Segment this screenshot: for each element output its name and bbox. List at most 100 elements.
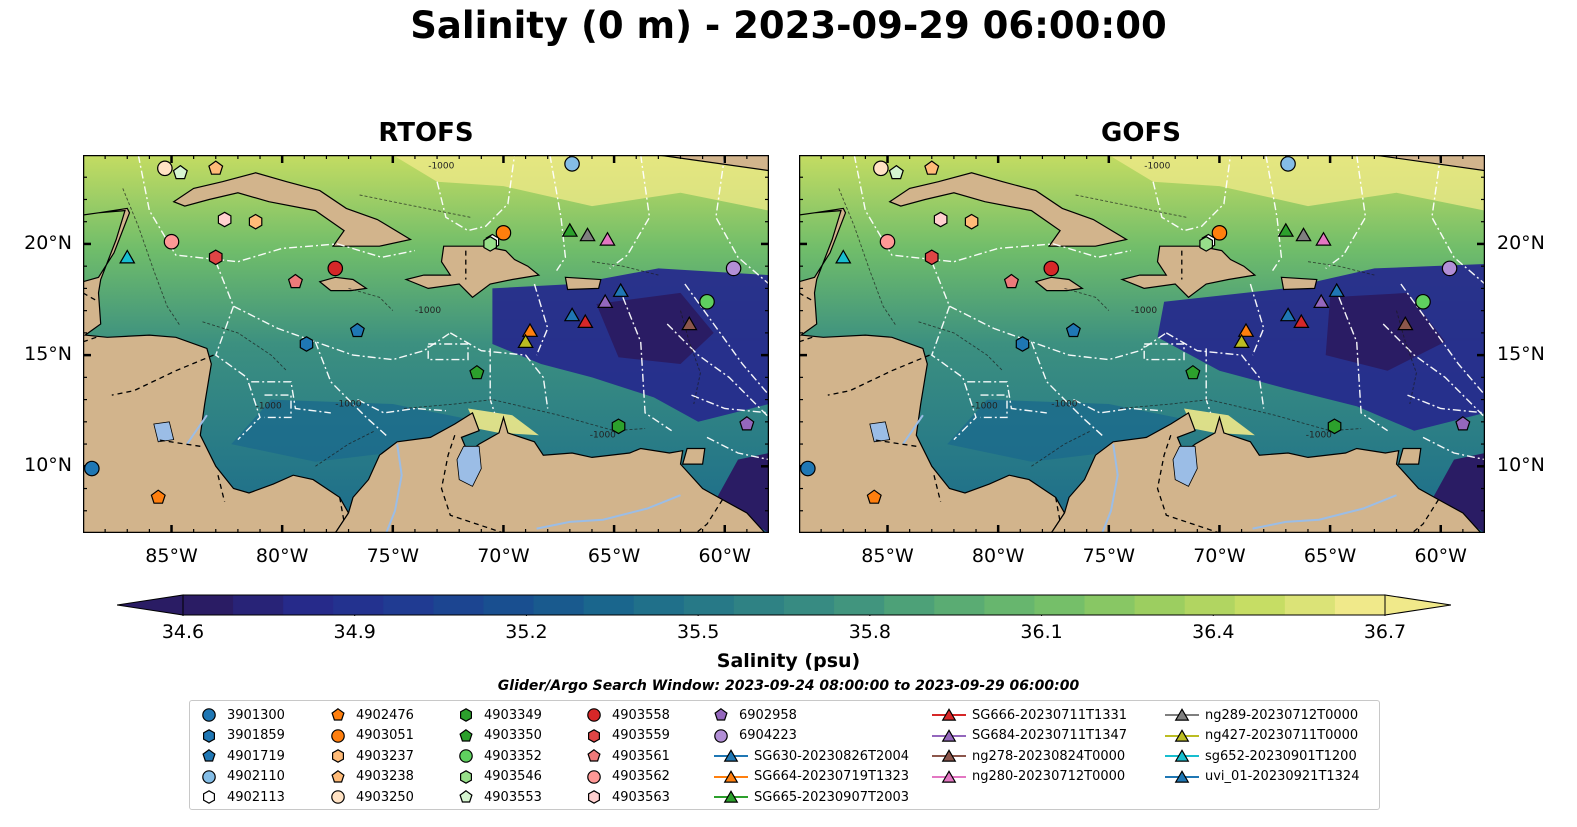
legend-label: 6902958 bbox=[739, 707, 797, 723]
obs-marker-sg652-20230901T1200 bbox=[119, 249, 136, 264]
legend-item: SG666-20230711T1331 bbox=[932, 705, 1127, 725]
obs-marker-4903546 bbox=[1199, 236, 1213, 252]
obs-marker-ng278-20230824T0000 bbox=[681, 315, 698, 331]
triangle-marker-icon bbox=[932, 728, 966, 742]
contour-label: -1000 bbox=[428, 161, 454, 171]
legend-label: 4903051 bbox=[356, 728, 414, 744]
pentagon-marker-icon bbox=[331, 769, 345, 783]
legend-label: 4903349 bbox=[484, 707, 542, 723]
legend-label: SG665-20230907T2003 bbox=[754, 789, 910, 805]
obs-marker-SG664-20230719T1323 bbox=[521, 322, 539, 337]
obs-marker-SG630-20230826T2004 bbox=[1279, 307, 1297, 322]
legend-item: 4903349 bbox=[459, 705, 542, 725]
legend-item: uvi_01-20230921T1324 bbox=[1165, 767, 1359, 787]
panel-title-gofs: GOFS bbox=[1101, 118, 1181, 148]
figure-title: Salinity (0 m) - 2023-09-29 06:00:00 bbox=[410, 4, 1167, 47]
lat-tick-label: 20°N bbox=[24, 231, 72, 254]
circle-marker-icon bbox=[331, 790, 345, 805]
obs-marker-4903349 bbox=[1327, 418, 1342, 435]
lat-tick-label: 15°N bbox=[1497, 343, 1545, 366]
obs-marker-4902110 bbox=[1280, 156, 1296, 172]
colorbar-tick-label: 35.5 bbox=[676, 621, 720, 643]
legend-item: SG630-20230826T2004 bbox=[714, 746, 909, 766]
circle-marker-icon bbox=[331, 728, 345, 743]
obs-marker-6904223 bbox=[725, 260, 742, 277]
contour-label: -1000 bbox=[335, 399, 361, 409]
hexagon-marker-icon bbox=[203, 790, 215, 805]
legend-label: 4903562 bbox=[612, 769, 670, 785]
obs-marker-6902958 bbox=[739, 416, 755, 431]
legend-label: 4903250 bbox=[356, 789, 414, 805]
contour-label: -1000 bbox=[256, 401, 282, 411]
legend-item: ng427-20230711T0000 bbox=[1165, 726, 1358, 746]
lon-tick-label: 70°W bbox=[1193, 545, 1246, 567]
legend-item: SG664-20230719T1323 bbox=[714, 767, 909, 787]
legend-label: SG630-20230826T2004 bbox=[754, 748, 910, 764]
triangle-marker-icon bbox=[932, 749, 966, 762]
legend-item: 6904223 bbox=[714, 726, 797, 746]
lat-tick-label: 10°N bbox=[1497, 454, 1545, 477]
contour-label: -1000 bbox=[1131, 306, 1157, 316]
obs-marker-4903562 bbox=[879, 233, 896, 250]
obs-marker-4903349 bbox=[611, 418, 626, 435]
colorbar-tick-label: 34.9 bbox=[333, 621, 376, 643]
legend-label: 3901859 bbox=[227, 728, 285, 744]
pentagon-marker-icon bbox=[202, 749, 216, 762]
legend-item: 4903559 bbox=[587, 726, 670, 746]
legend-item: ng280-20230712T0000 bbox=[932, 767, 1125, 787]
triangle-marker-icon bbox=[1165, 708, 1199, 721]
legend-item: 4903558 bbox=[587, 705, 670, 725]
obs-marker-4903352 bbox=[699, 293, 715, 310]
legend-label: SG684-20230711T1347 bbox=[972, 728, 1128, 744]
circle-marker-icon bbox=[714, 728, 728, 743]
obs-marker-4903559 bbox=[924, 249, 939, 266]
legend-label: ng427-20230711T0000 bbox=[1205, 728, 1359, 744]
obs-marker-4903250 bbox=[873, 160, 889, 177]
triangle-marker-icon bbox=[1165, 749, 1199, 762]
pentagon-marker-icon bbox=[331, 708, 345, 721]
colorbar-tick-label: 36.7 bbox=[1363, 621, 1407, 643]
hexagon-marker-icon bbox=[460, 708, 472, 722]
obs-marker-4902476 bbox=[866, 489, 882, 504]
obs-marker-uvi_01-20230921T1324 bbox=[1328, 282, 1345, 297]
obs-marker-4902476 bbox=[150, 489, 166, 504]
pentagon-marker-icon bbox=[459, 728, 473, 742]
legend-item: 4902113 bbox=[202, 787, 285, 807]
contour-label: -1000 bbox=[415, 306, 441, 316]
legend-item: ng289-20230712T0000 bbox=[1165, 705, 1358, 725]
legend-item: 4902110 bbox=[202, 767, 285, 787]
legend-label: ng280-20230712T0000 bbox=[972, 769, 1126, 785]
obs-marker-4901719 bbox=[349, 322, 365, 338]
obs-marker-4903051 bbox=[495, 225, 512, 241]
legend-label: 4903563 bbox=[612, 789, 670, 805]
obs-marker-ng427-20230711T0000 bbox=[1233, 333, 1250, 348]
obs-marker-4903350 bbox=[469, 364, 485, 380]
legend-label: SG666-20230711T1331 bbox=[972, 707, 1128, 723]
contour-label: -1000 bbox=[1144, 161, 1170, 171]
legend-item: 4903352 bbox=[459, 746, 542, 766]
lat-tick-label: 15°N bbox=[24, 343, 72, 366]
legend-item: 4903051 bbox=[331, 726, 414, 746]
colorbar-tick-label: 34.6 bbox=[161, 621, 205, 643]
obs-marker-SG684-20230711T1347 bbox=[1313, 293, 1330, 308]
triangle-marker-icon bbox=[932, 769, 966, 783]
legend-label: ng289-20230712T0000 bbox=[1205, 707, 1359, 723]
obs-marker-SG664-20230719T1323 bbox=[1237, 322, 1255, 337]
lon-tick-label: 75°W bbox=[366, 545, 420, 567]
legend-item: 4903238 bbox=[331, 767, 414, 787]
legend-item: SG665-20230907T2003 bbox=[714, 787, 909, 807]
obs-marker-4903546 bbox=[483, 236, 497, 252]
legend-item: 4903563 bbox=[587, 787, 670, 807]
obs-marker-4903238 bbox=[208, 160, 224, 175]
pentagon-marker-icon bbox=[587, 749, 601, 762]
legend-label: SG664-20230719T1323 bbox=[754, 769, 910, 785]
legend-item: 4903546 bbox=[459, 767, 542, 787]
obs-marker-SG665-20230907T2003 bbox=[1277, 222, 1295, 237]
triangle-marker-icon bbox=[714, 769, 748, 783]
colorbar-tick-label: 36.4 bbox=[1192, 621, 1235, 643]
map-panel-gofs: -1000 -1000 -1000 -1000 -1000 bbox=[799, 155, 1485, 533]
legend-item: 4903350 bbox=[459, 726, 542, 746]
obs-marker-ng280-20230712T0000 bbox=[599, 231, 616, 246]
legend-item: 4903562 bbox=[587, 767, 670, 787]
hexagon-marker-icon bbox=[332, 749, 344, 764]
